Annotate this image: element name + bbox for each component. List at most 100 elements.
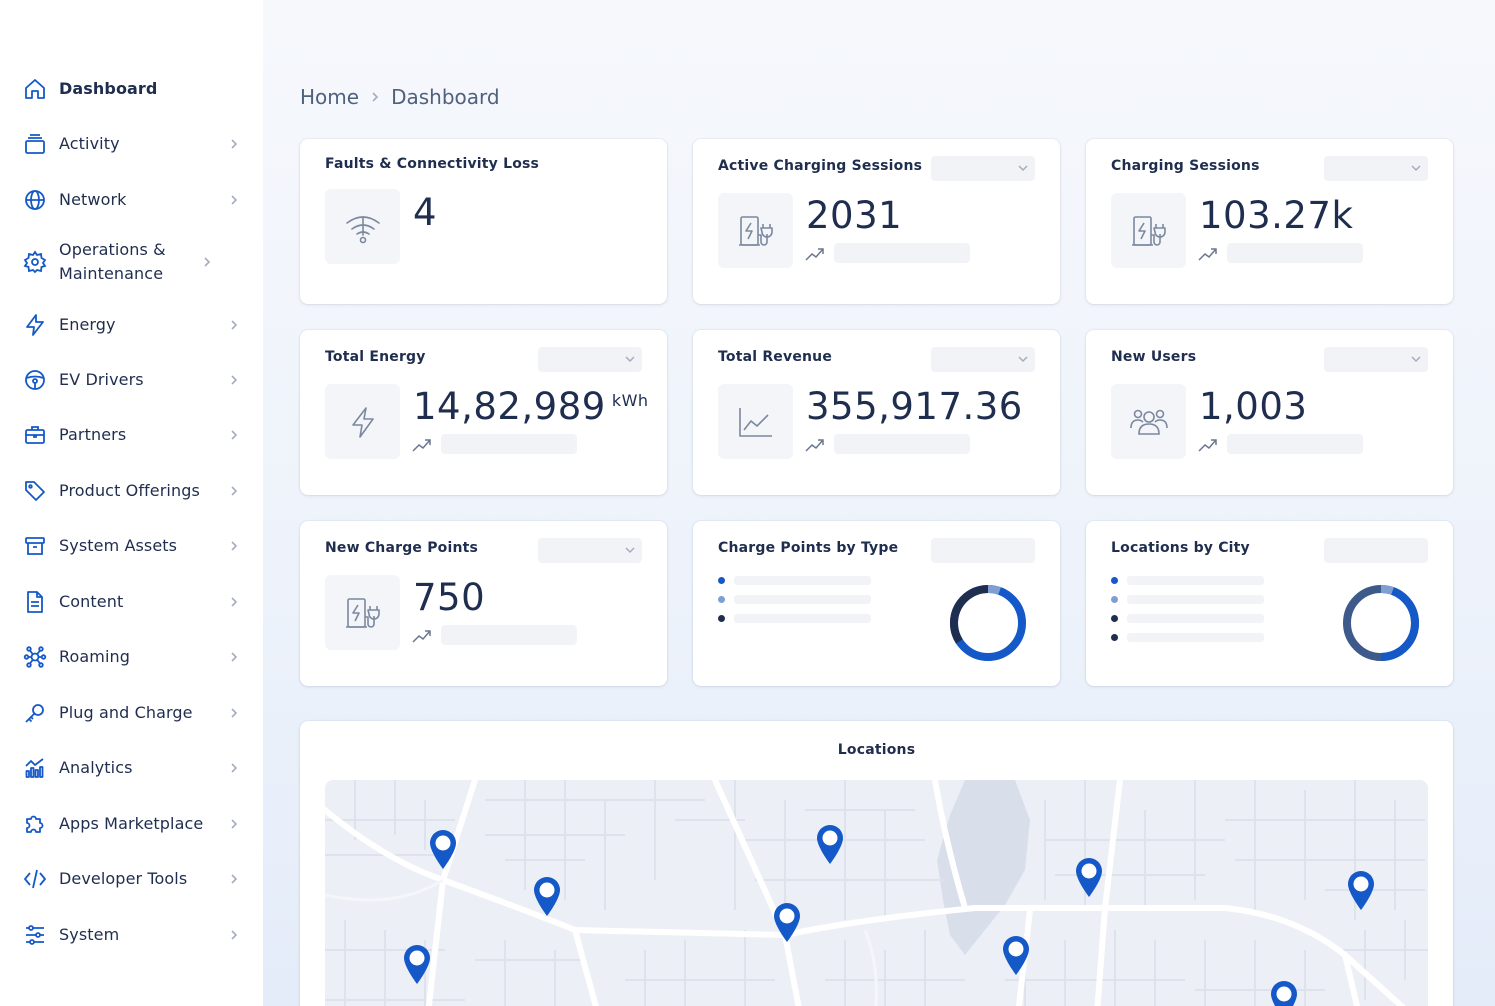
sidebar-item-label: Operations & Maintenance [59, 240, 166, 283]
sidebar-item-label: Activity [59, 134, 120, 153]
sidebar-item-label: Partners [59, 425, 127, 444]
active-sessions-value: 2031 [806, 194, 903, 237]
sidebar-item-partners[interactable]: Partners [20, 415, 242, 455]
trending-up-icon [805, 246, 825, 262]
card-title: Total Revenue [718, 349, 833, 365]
total-energy-unit: kWh [611, 391, 649, 410]
chevron-right-icon [226, 871, 242, 887]
sidebar-item-label: Product Offerings [59, 481, 200, 500]
chevron-right-icon [226, 317, 242, 333]
period-select[interactable] [931, 156, 1035, 181]
sidebar-item-energy[interactable]: Energy [20, 305, 242, 345]
trending-up-icon [1198, 246, 1218, 262]
sidebar-item-label: Content [59, 592, 124, 611]
sidebar-item-activity[interactable]: Activity [20, 124, 242, 164]
sidebar-item-system-assets[interactable]: System Assets [20, 526, 242, 566]
map-canvas[interactable] [325, 780, 1428, 1006]
charging-sessions-card: Charging Sessions 103.27k [1086, 139, 1453, 304]
period-select[interactable] [931, 347, 1035, 372]
chevron-down-icon [1410, 350, 1422, 369]
period-select[interactable] [1324, 347, 1428, 372]
card-title: Active Charging Sessions [718, 158, 923, 174]
sidebar-item-label: Dashboard [59, 79, 158, 98]
chevron-right-icon [226, 760, 242, 776]
users-icon [1111, 384, 1186, 459]
period-select[interactable] [1324, 156, 1428, 181]
location-pin-icon[interactable] [1268, 979, 1300, 1006]
sidebar-item-plug-and-charge[interactable]: Plug and Charge [20, 693, 242, 733]
sidebar-item-label: Developer Tools [59, 869, 188, 888]
location-pin-icon[interactable] [771, 901, 803, 943]
location-pin-icon[interactable] [401, 943, 433, 985]
legend-label-placeholder [734, 613, 871, 623]
chevron-right-icon [226, 927, 242, 943]
legend-dot [1111, 633, 1118, 641]
legend-item [718, 575, 871, 585]
sidebar-item-network[interactable]: Network [20, 180, 242, 220]
document-icon [20, 587, 50, 617]
location-pin-icon[interactable] [427, 828, 459, 870]
trend-placeholder [834, 434, 970, 454]
breadcrumb-current: Dashboard [391, 85, 500, 109]
sidebar-item-developer-tools[interactable]: Developer Tools [20, 859, 242, 899]
sidebar-item-operations-maintenance[interactable]: Operations & Maintenance [20, 236, 242, 288]
faults-card: Faults & Connectivity Loss 4 [300, 139, 667, 304]
chevron-right-icon [226, 427, 242, 443]
breadcrumb-home-link[interactable]: Home [300, 85, 360, 109]
sidebar-item-ev-drivers[interactable]: EV Drivers [20, 360, 242, 400]
locations-map[interactable] [325, 780, 1428, 1006]
chevron-right-icon [226, 538, 242, 554]
gear-icon [20, 247, 50, 277]
sidebar-item-apps-marketplace[interactable]: Apps Marketplace [20, 804, 242, 844]
new-charge-points-card: New Charge Points 750 [300, 521, 667, 686]
legend-item [1111, 575, 1264, 585]
sidebar-item-label: Plug and Charge [59, 703, 193, 722]
location-pin-icon[interactable] [814, 823, 846, 865]
trending-up-icon [1198, 437, 1218, 453]
location-pin-icon[interactable] [531, 875, 563, 917]
sidebar-item-system[interactable]: System [20, 915, 242, 955]
sliders-icon [20, 920, 50, 950]
chevron-right-icon [226, 705, 242, 721]
locations-map-card: Locations [300, 721, 1453, 1006]
no-signal-icon [325, 189, 400, 264]
period-select[interactable] [538, 347, 642, 372]
new-users-value: 1,003 [1199, 385, 1308, 428]
card-title: Charge Points by Type [718, 540, 899, 556]
legend-dot [1111, 576, 1118, 584]
sidebar-item-label: System Assets [59, 536, 178, 555]
sidebar-item-content[interactable]: Content [20, 582, 242, 622]
chevron-down-icon [624, 541, 636, 560]
legend-label-placeholder [1127, 632, 1264, 642]
sidebar-item-label: Analytics [59, 758, 133, 777]
sidebar-item-label: System [59, 925, 120, 944]
period-select[interactable] [931, 538, 1035, 563]
key-icon [20, 698, 50, 728]
network-nodes-icon [20, 642, 50, 672]
tag-icon [20, 476, 50, 506]
briefcase-icon [20, 420, 50, 450]
chevron-right-icon [226, 483, 242, 499]
code-icon [20, 864, 50, 894]
total-energy-value: 14,82,989 kWh [413, 385, 649, 428]
trend-placeholder [1227, 243, 1363, 263]
card-title: New Charge Points [325, 540, 479, 556]
location-pin-icon[interactable] [1000, 934, 1032, 976]
legend-label-placeholder [1127, 594, 1264, 604]
location-pin-icon[interactable] [1345, 869, 1377, 911]
new-charge-points-value: 750 [413, 576, 486, 619]
puzzle-icon [20, 809, 50, 839]
period-select[interactable] [538, 538, 642, 563]
sidebar-item-dashboard[interactable]: Dashboard [20, 69, 242, 109]
home-icon [20, 74, 50, 104]
period-select[interactable] [1324, 538, 1428, 563]
chevron-right-icon [226, 192, 242, 208]
sidebar-item-analytics[interactable]: Analytics [20, 748, 242, 788]
location-pin-icon[interactable] [1073, 856, 1105, 898]
legend-item [718, 594, 871, 604]
sidebar-item-product-offerings[interactable]: Product Offerings [20, 471, 242, 511]
legend-label-placeholder [1127, 575, 1264, 585]
sidebar-item-roaming[interactable]: Roaming [20, 637, 242, 677]
trend-placeholder [441, 434, 577, 454]
legend-dot [1111, 614, 1118, 622]
